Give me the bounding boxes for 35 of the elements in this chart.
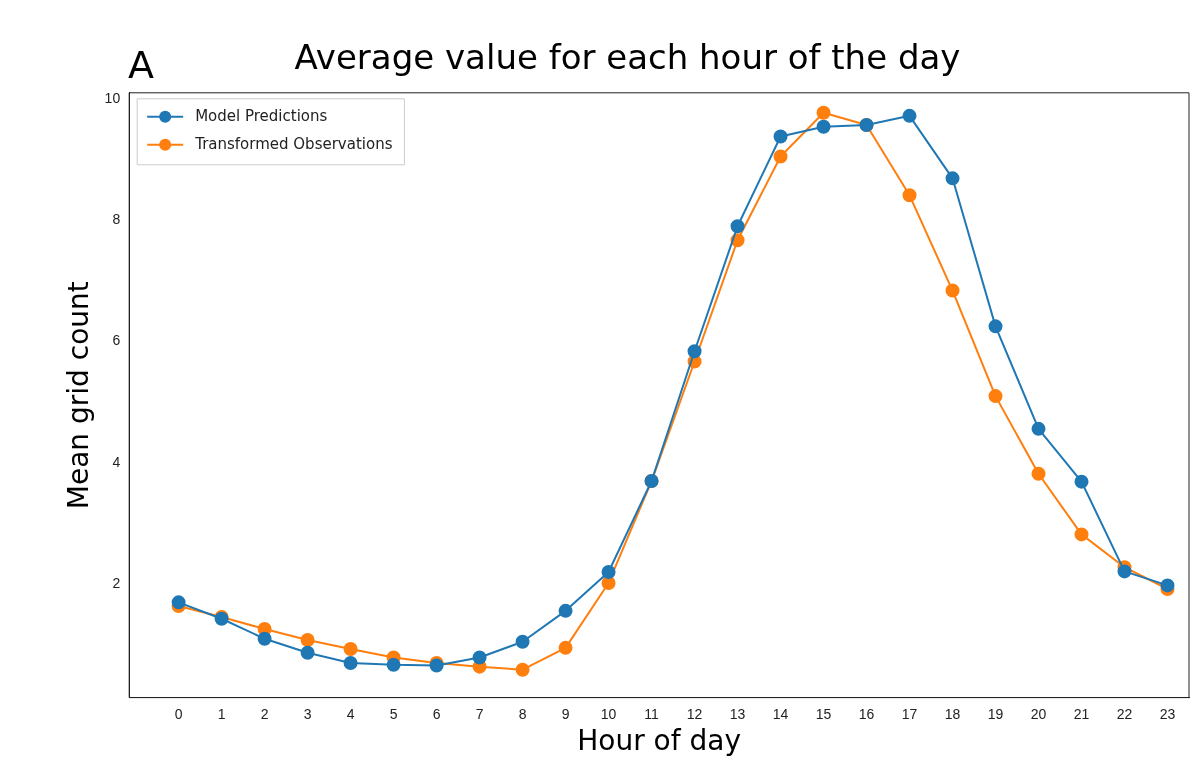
x-tick-label: 19 (987, 705, 1004, 722)
x-tick-label: 20 (1030, 705, 1047, 722)
y-tick-label: 10 (104, 89, 121, 106)
x-tick-label: 7 (475, 705, 484, 722)
x-tick-label: 0 (174, 705, 183, 722)
x-tick-label: 12 (686, 705, 703, 722)
x-tick-label: 21 (1073, 705, 1090, 722)
legend-label: Model Predictions (195, 106, 328, 125)
text: A (128, 43, 154, 87)
x-tick-label: 1 (217, 705, 226, 722)
x-tick-label: 4 (346, 705, 355, 722)
x-axis-title: Hour of day (577, 724, 741, 758)
y-axis-title: Mean grid count (62, 281, 96, 510)
x-tick-label: 2 (260, 705, 269, 722)
x-tick-label: 18 (944, 705, 961, 722)
x-tick-label: 14 (772, 705, 789, 722)
x-tick-label: 3 (303, 705, 312, 722)
x-tick-label: 8 (518, 705, 527, 722)
y-tick-label: 6 (112, 332, 121, 349)
x-tick-label: 13 (729, 705, 746, 722)
x-tick-label: 10 (600, 705, 617, 722)
x-tick-label: 23 (1159, 705, 1176, 722)
y-tick-label: 8 (112, 211, 121, 228)
x-tick-label: 15 (815, 705, 832, 722)
legend-label: Transformed Observations (194, 134, 393, 153)
x-tick-label: 16 (858, 705, 875, 722)
x-tick-label: 22 (1116, 705, 1133, 722)
x-tick-label: 9 (561, 705, 570, 722)
x-tick-label: 5 (389, 705, 398, 722)
x-tick-label: 6 (432, 705, 441, 722)
chart-title: Average value for each hour of the day (294, 37, 961, 78)
x-tick-label: 17 (901, 705, 918, 722)
x-tick-label: 11 (644, 705, 660, 722)
y-tick-label: 2 (112, 575, 121, 592)
y-tick-label: 4 (112, 453, 121, 470)
